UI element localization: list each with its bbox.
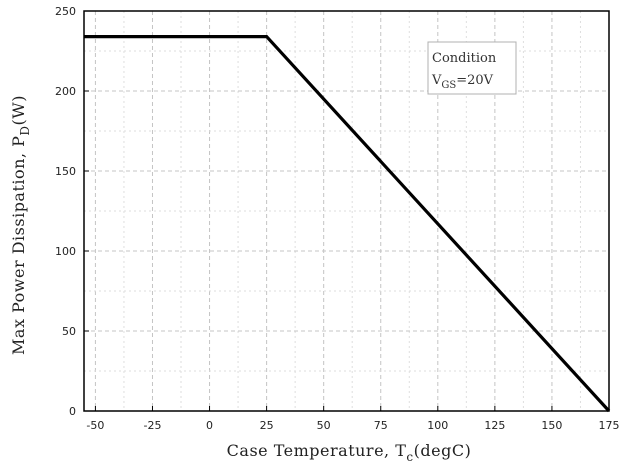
y-axis-title: Max Power Dissipation, PD(W) — [9, 95, 32, 355]
x-axis-ticks: -50 -25 0 25 50 75 100 125 150 175 — [86, 406, 620, 432]
condition-legend-box: Condition VGS=20V — [427, 41, 517, 95]
x-axis-title: Case Temperature, Tc(degC) — [227, 441, 472, 464]
x-tick-label: 125 — [484, 419, 505, 432]
grid — [84, 11, 610, 411]
y-tick-label: 200 — [55, 85, 76, 98]
x-tick-label: -50 — [86, 419, 104, 432]
x-tick-label: -25 — [143, 419, 161, 432]
y-axis-ticks: 0 50 100 150 200 250 — [55, 5, 89, 418]
series-lines — [84, 34, 611, 413]
x-tick-label: 150 — [541, 419, 562, 432]
y-tick-label: 50 — [62, 325, 76, 338]
condition-value: VGS=20V — [431, 73, 494, 91]
power-derating-line — [84, 34, 611, 413]
condition-label: Condition — [432, 51, 497, 66]
x-tick-label: 75 — [374, 419, 388, 432]
y-tick-label: 250 — [55, 5, 76, 18]
x-tick-label: 100 — [427, 419, 448, 432]
y-tick-label: 150 — [55, 165, 76, 178]
x-tick-label: 175 — [599, 419, 620, 432]
x-tick-label: 0 — [206, 419, 213, 432]
y-tick-label: 0 — [69, 405, 76, 418]
x-tick-label: 50 — [317, 419, 331, 432]
y-tick-label: 100 — [55, 245, 76, 258]
plot-frame — [83, 10, 610, 412]
x-tick-label: 25 — [260, 419, 274, 432]
